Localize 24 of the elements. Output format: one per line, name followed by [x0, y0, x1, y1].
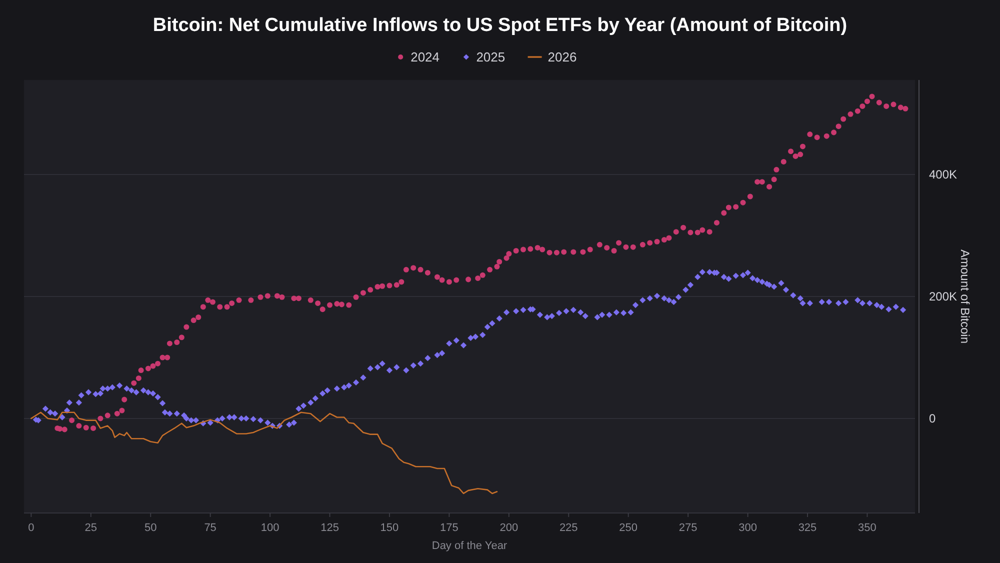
x-tick-label: 200: [500, 522, 518, 534]
y-tick-label: 400K: [929, 168, 958, 182]
x-tick-label: 250: [619, 522, 638, 534]
x-tick-label: 25: [84, 522, 98, 534]
legend-label: 2025: [476, 50, 506, 65]
x-tick-label: 350: [858, 522, 876, 534]
y-axis-title: Amount of Bitcoin: [958, 249, 972, 344]
x-tick-label: 0: [28, 522, 34, 534]
x-tick-label: 50: [144, 522, 157, 534]
x-tick-label: 125: [320, 522, 339, 534]
x-tick-label: 100: [260, 522, 280, 534]
chart-title: Bitcoin: Net Cumulative Inflows to US Spot ETFs by Year (Amount of Bitcoin): [152, 15, 848, 36]
y-tick-label: 0: [929, 412, 936, 426]
x-tick-label: 275: [678, 522, 698, 534]
x-tick-label: 175: [440, 522, 458, 534]
x-axis-title: Day of the Year: [432, 540, 508, 552]
x-tick-label: 325: [798, 522, 817, 534]
legend-label: 2026: [548, 50, 577, 65]
legend-label: 2024: [410, 50, 440, 65]
y-tick-label: 200K: [929, 290, 958, 304]
x-tick-label: 300: [738, 522, 757, 534]
x-tick-label: 225: [559, 522, 578, 534]
x-tick-label: 150: [380, 522, 399, 534]
x-tick-label: 75: [204, 522, 216, 534]
